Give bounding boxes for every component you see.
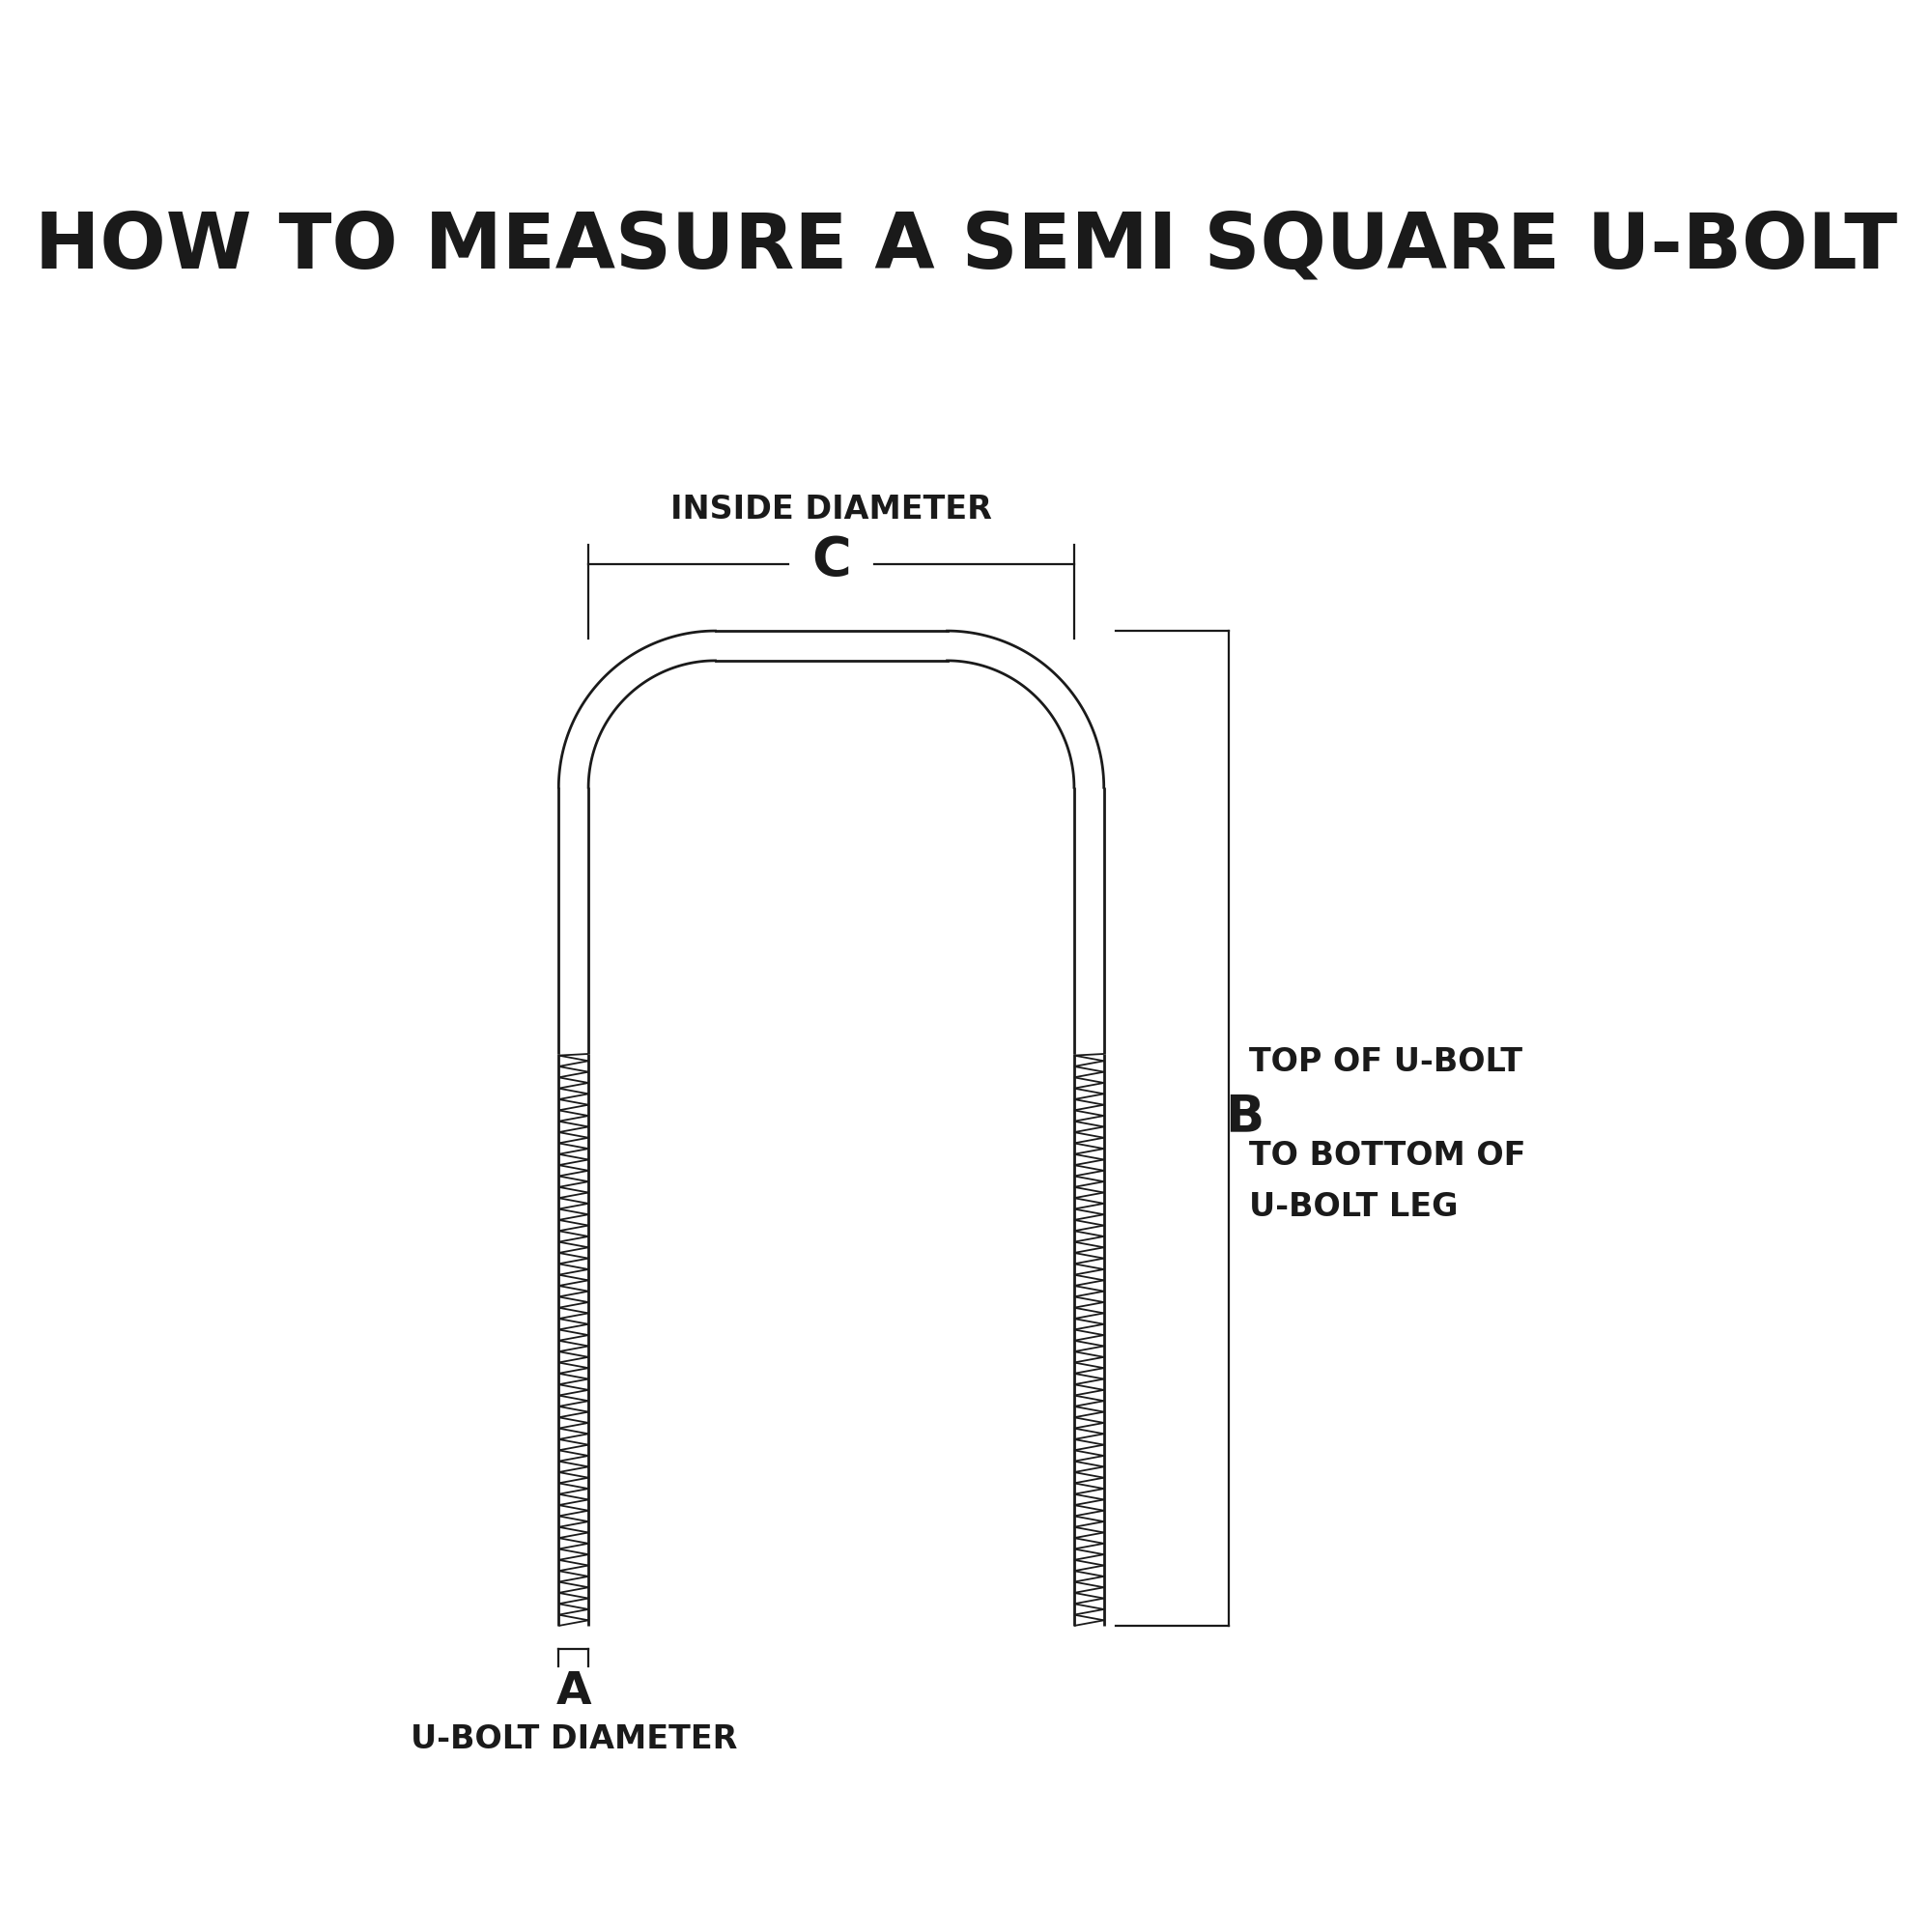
Text: C: C xyxy=(811,535,850,587)
Text: A: A xyxy=(556,1671,591,1714)
Text: HOW TO MEASURE A SEMI SQUARE U-BOLT: HOW TO MEASURE A SEMI SQUARE U-BOLT xyxy=(35,209,1897,284)
Text: TO BOTTOM OF: TO BOTTOM OF xyxy=(1248,1140,1526,1171)
Text: U-BOLT LEG: U-BOLT LEG xyxy=(1248,1190,1459,1223)
Text: INSIDE DIAMETER: INSIDE DIAMETER xyxy=(670,493,991,526)
Text: U-BOLT DIAMETER: U-BOLT DIAMETER xyxy=(410,1723,736,1756)
Text: TOP OF U-BOLT: TOP OF U-BOLT xyxy=(1248,1045,1522,1078)
Text: B: B xyxy=(1225,1092,1264,1142)
